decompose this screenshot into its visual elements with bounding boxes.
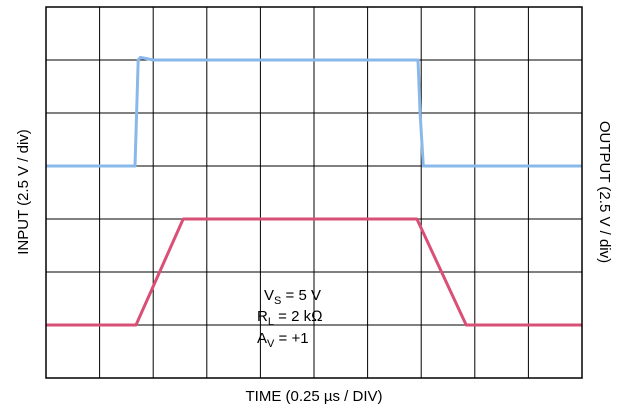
annotation-supply-sub: S [274, 295, 281, 307]
annotation-load-main: R [257, 308, 268, 325]
annotation-gain-rest: = +1 [274, 330, 308, 347]
y-axis-label-right: OUTPUT (2.5 V / div) [596, 121, 613, 263]
annotation-load-rest: = 2 kΩ [274, 308, 323, 325]
annotation-gain-main: A [257, 330, 267, 347]
output-trace [46, 217, 582, 327]
annotation-load: RL = 2 kΩ [257, 308, 323, 328]
traces [46, 55, 582, 327]
input-trace [46, 55, 582, 168]
annotation-gain-sub: V [267, 338, 275, 350]
conditions-annotation: VS = 5 V RL = 2 kΩ AV = +1 [257, 287, 323, 350]
y-axis-label-left: INPUT (2.5 V / div) [15, 129, 32, 255]
annotation-load-sub: L [268, 316, 274, 328]
plot-frame [45, 6, 583, 379]
annotation-gain: AV = +1 [257, 330, 309, 350]
annotation-supply-rest: = 5 V [281, 287, 321, 304]
annotation-supply: VS = 5 V [264, 287, 321, 307]
annotation-supply-main: V [264, 287, 274, 304]
x-axis-label: TIME (0.25 µs / DIV) [246, 388, 383, 405]
